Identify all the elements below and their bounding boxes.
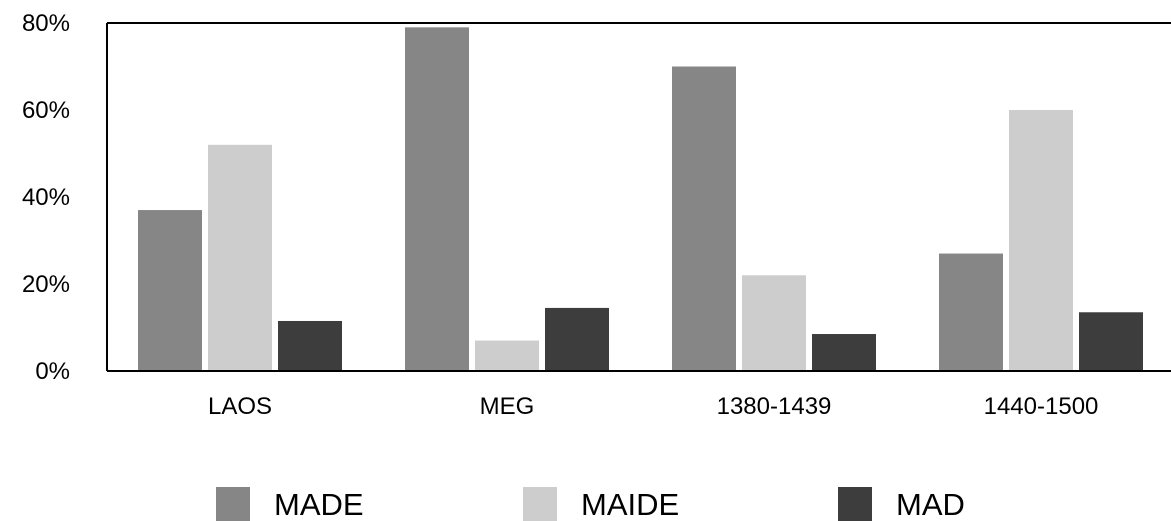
bar-maide-1380-1439 bbox=[742, 275, 806, 371]
bar-mad-1380-1439 bbox=[812, 334, 876, 371]
y-tick-label: 40% bbox=[22, 184, 70, 211]
y-tick-label: 80% bbox=[22, 10, 70, 37]
y-tick-labels: 0% 20% 40% 60% 80% bbox=[22, 10, 70, 385]
legend-label: MAD bbox=[896, 487, 965, 521]
y-tick-label: 20% bbox=[22, 271, 70, 298]
bars-layer bbox=[138, 27, 1143, 371]
legend-item-mad: MAD bbox=[838, 487, 965, 521]
legend-swatch bbox=[216, 487, 250, 521]
bar-made-meg bbox=[405, 27, 469, 371]
y-tick-label: 60% bbox=[22, 97, 70, 124]
bar-made-1380-1439 bbox=[672, 66, 736, 371]
bar-maide-meg bbox=[475, 340, 539, 371]
legend-label: MADE bbox=[274, 487, 364, 521]
legend-swatch bbox=[838, 487, 872, 521]
bar-mad-laos bbox=[278, 320, 342, 371]
bar-maide-laos bbox=[208, 144, 272, 371]
bar-mad-meg bbox=[545, 307, 609, 371]
legend-item-made: MADE bbox=[216, 487, 364, 521]
x-category-labels: LAOS MEG 1380-1439 1440-1500 bbox=[208, 393, 1098, 420]
x-category-label: 1440-1500 bbox=[984, 393, 1099, 420]
bar-made-1440-1500 bbox=[939, 253, 1003, 371]
y-tick-label: 0% bbox=[35, 358, 70, 385]
legend-item-maide: MAIDE bbox=[523, 487, 679, 521]
bar-maide-1440-1500 bbox=[1009, 110, 1073, 371]
legend-label: MAIDE bbox=[581, 487, 679, 521]
x-category-label: LAOS bbox=[208, 393, 272, 420]
bar-made-laos bbox=[138, 210, 202, 371]
legend: MADE MAIDE MAD bbox=[216, 487, 965, 521]
bar-mad-1440-1500 bbox=[1079, 312, 1143, 371]
x-category-label: MEG bbox=[480, 393, 535, 420]
legend-swatch bbox=[523, 487, 557, 521]
axes bbox=[106, 22, 1171, 372]
x-category-label: 1380-1439 bbox=[717, 393, 832, 420]
